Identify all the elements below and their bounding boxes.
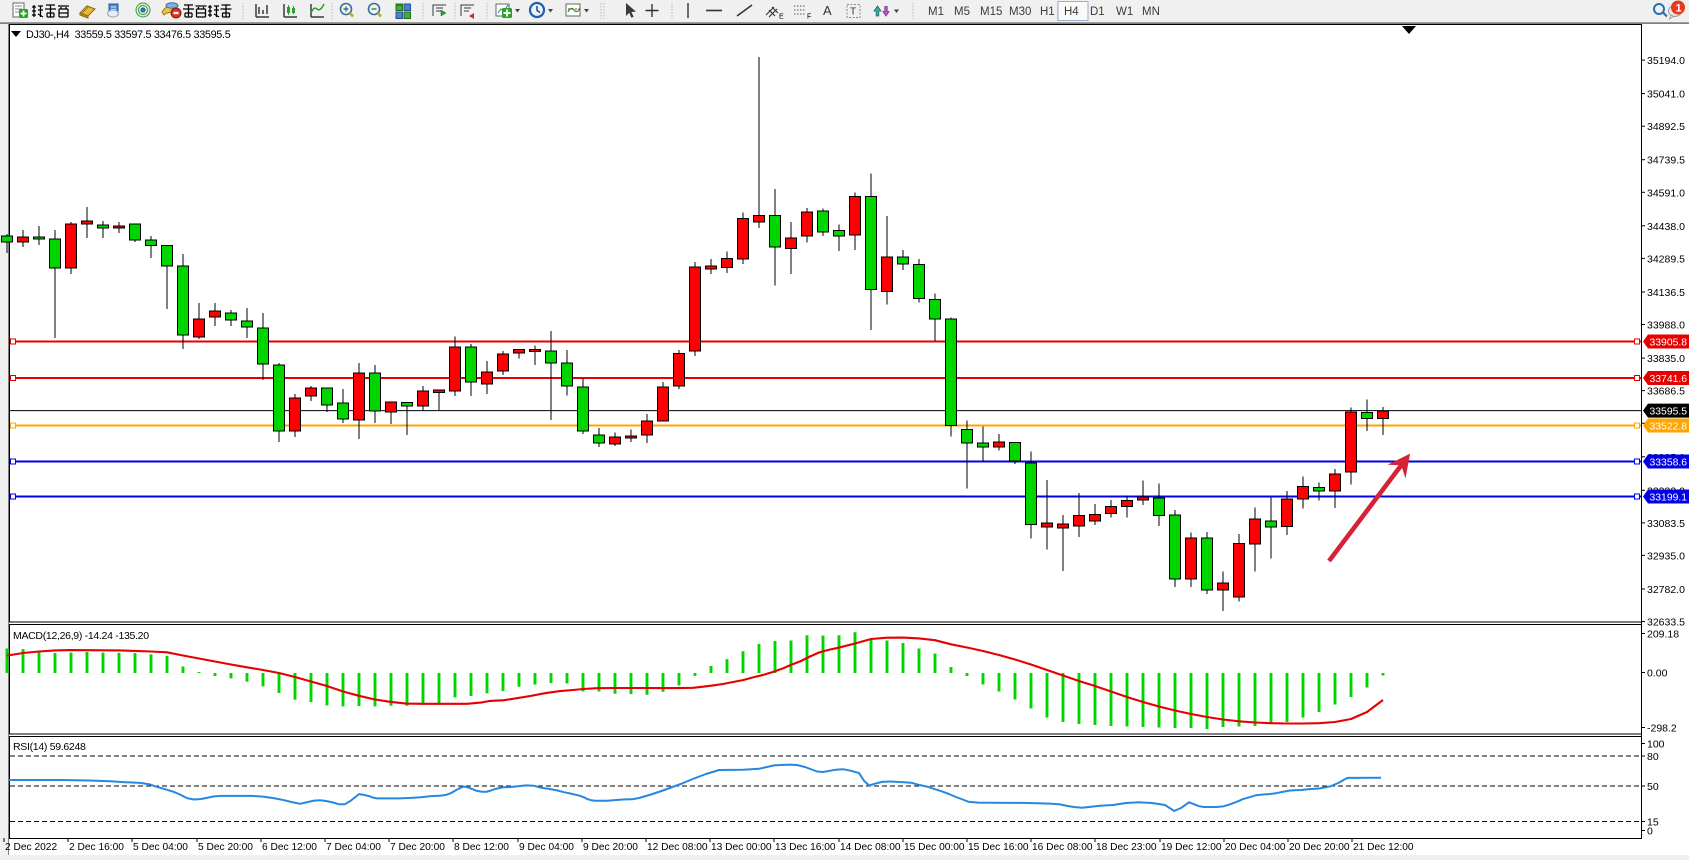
svg-text:0.00: 0.00 bbox=[1647, 668, 1668, 680]
svg-text:18 Dec 23:00: 18 Dec 23:00 bbox=[1096, 842, 1157, 853]
svg-text:34892.5: 34892.5 bbox=[1647, 121, 1685, 133]
svg-text:D1: D1 bbox=[1090, 6, 1105, 18]
svg-text:15 Dec 16:00: 15 Dec 16:00 bbox=[968, 842, 1029, 853]
svg-text:8 Dec 12:00: 8 Dec 12:00 bbox=[454, 842, 509, 853]
svg-text:M5: M5 bbox=[954, 6, 970, 18]
svg-text:13 Dec 00:00: 13 Dec 00:00 bbox=[711, 842, 772, 853]
svg-text:32782.0: 32782.0 bbox=[1647, 584, 1685, 596]
svg-text:H1: H1 bbox=[1040, 6, 1055, 18]
svg-text:M1: M1 bbox=[928, 6, 944, 18]
svg-text:12 Dec 08:00: 12 Dec 08:00 bbox=[647, 842, 708, 853]
svg-text:33083.5: 33083.5 bbox=[1647, 518, 1685, 530]
svg-text:20 Dec 04:00: 20 Dec 04:00 bbox=[1225, 842, 1286, 853]
svg-text:15: 15 bbox=[1647, 817, 1659, 829]
svg-text:DJ30-,H4 33559.5 33597.5 3347: DJ30-,H4 33559.5 33597.5 33476.5 33595.5 bbox=[26, 29, 231, 41]
svg-text:34289.5: 34289.5 bbox=[1647, 253, 1685, 265]
svg-text:13 Dec 16:00: 13 Dec 16:00 bbox=[775, 842, 836, 853]
svg-text:9 Dec 20:00: 9 Dec 20:00 bbox=[583, 842, 638, 853]
svg-text:35194.0: 35194.0 bbox=[1647, 55, 1685, 67]
svg-text:34591.0: 34591.0 bbox=[1647, 187, 1685, 199]
svg-text:2 Dec 2022: 2 Dec 2022 bbox=[5, 842, 57, 853]
svg-text:MN: MN bbox=[1142, 6, 1160, 18]
svg-text:21 Dec 12:00: 21 Dec 12:00 bbox=[1353, 842, 1414, 853]
svg-text:80: 80 bbox=[1647, 751, 1659, 763]
svg-text:33595.5: 33595.5 bbox=[1650, 407, 1688, 418]
svg-text:50: 50 bbox=[1647, 781, 1659, 793]
svg-text:7 Dec 04:00: 7 Dec 04:00 bbox=[326, 842, 381, 853]
svg-text:33835.0: 33835.0 bbox=[1647, 353, 1685, 365]
svg-text:7 Dec 20:00: 7 Dec 20:00 bbox=[390, 842, 445, 853]
svg-text:15 Dec 00:00: 15 Dec 00:00 bbox=[904, 842, 965, 853]
svg-text:H4: H4 bbox=[1064, 6, 1079, 18]
svg-text:E: E bbox=[779, 14, 784, 21]
svg-text:33741.6: 33741.6 bbox=[1650, 374, 1688, 385]
svg-text:W1: W1 bbox=[1116, 6, 1133, 18]
svg-text:9 Dec 04:00: 9 Dec 04:00 bbox=[519, 842, 574, 853]
svg-text:209.18: 209.18 bbox=[1647, 629, 1679, 641]
svg-text:33686.5: 33686.5 bbox=[1647, 386, 1685, 398]
svg-text:-298.2: -298.2 bbox=[1647, 723, 1677, 735]
svg-text:M30: M30 bbox=[1009, 6, 1031, 18]
svg-text:34438.0: 34438.0 bbox=[1647, 221, 1685, 233]
svg-text:35041.0: 35041.0 bbox=[1647, 89, 1685, 101]
svg-text:33522.8: 33522.8 bbox=[1650, 422, 1688, 433]
svg-text:6 Dec 12:00: 6 Dec 12:00 bbox=[262, 842, 317, 853]
svg-text:5 Dec 20:00: 5 Dec 20:00 bbox=[198, 842, 253, 853]
svg-text:A: A bbox=[823, 3, 832, 18]
svg-text:RSI(14) 59.6248: RSI(14) 59.6248 bbox=[13, 741, 86, 753]
svg-text:20 Dec 20:00: 20 Dec 20:00 bbox=[1289, 842, 1350, 853]
svg-text:M15: M15 bbox=[980, 6, 1002, 18]
svg-text:0: 0 bbox=[1647, 826, 1653, 838]
svg-text:14 Dec 08:00: 14 Dec 08:00 bbox=[840, 842, 901, 853]
svg-text:19 Dec 12:00: 19 Dec 12:00 bbox=[1161, 842, 1222, 853]
svg-text:33199.1: 33199.1 bbox=[1650, 493, 1688, 504]
svg-text:MACD(12,26,9) -14.24 -135.20: MACD(12,26,9) -14.24 -135.20 bbox=[13, 630, 149, 642]
svg-text:34136.5: 34136.5 bbox=[1647, 287, 1685, 299]
svg-text:32633.5: 32633.5 bbox=[1647, 617, 1685, 629]
svg-text:F: F bbox=[807, 14, 811, 21]
svg-text:33358.6: 33358.6 bbox=[1650, 458, 1688, 469]
svg-text:100: 100 bbox=[1647, 739, 1665, 751]
svg-text:T: T bbox=[850, 7, 856, 18]
svg-text:34739.5: 34739.5 bbox=[1647, 155, 1685, 167]
svg-text:32935.0: 32935.0 bbox=[1647, 550, 1685, 562]
svg-text:1: 1 bbox=[1676, 3, 1682, 15]
svg-text:5 Dec 04:00: 5 Dec 04:00 bbox=[133, 842, 188, 853]
svg-text:16 Dec 08:00: 16 Dec 08:00 bbox=[1032, 842, 1093, 853]
svg-text:2 Dec 16:00: 2 Dec 16:00 bbox=[69, 842, 124, 853]
svg-text:33905.8: 33905.8 bbox=[1650, 338, 1688, 349]
svg-text:33988.0: 33988.0 bbox=[1647, 320, 1685, 332]
